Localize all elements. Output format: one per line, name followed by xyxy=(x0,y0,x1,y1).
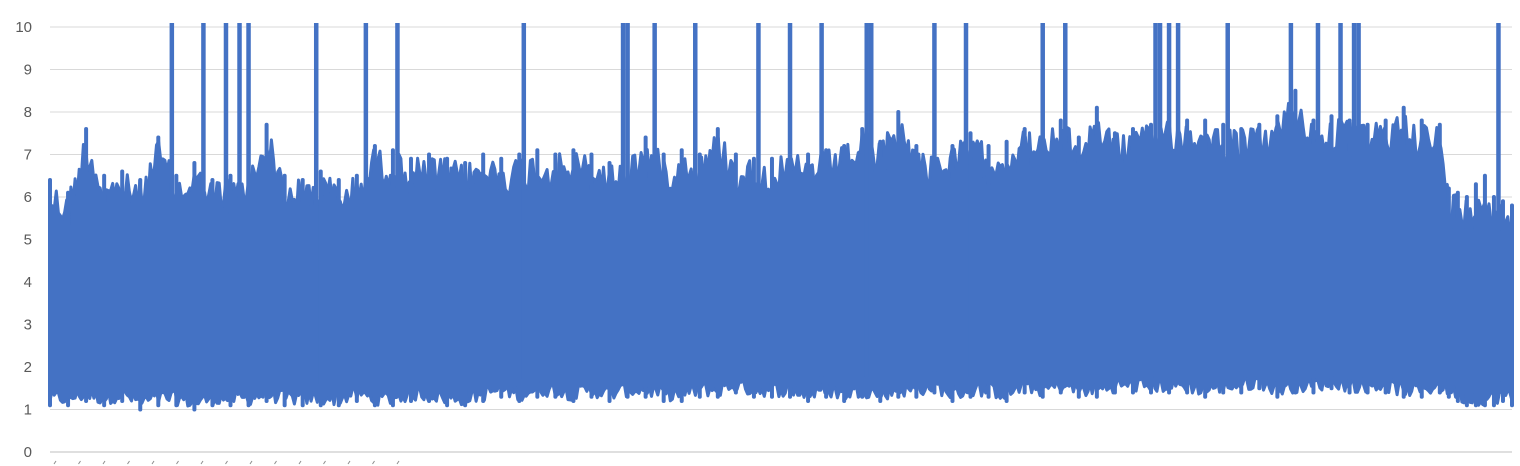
y-axis: 0 1 2 3 4 5 6 7 8 9 10 xyxy=(15,19,1512,461)
y-tick-label: 3 xyxy=(24,317,32,334)
y-tick-label: 10 xyxy=(15,19,32,36)
x-tick-mark xyxy=(347,460,351,465)
x-tick-mark xyxy=(102,460,106,465)
y-tick-label: 6 xyxy=(24,189,32,206)
x-tick-mark xyxy=(127,460,130,465)
series-area xyxy=(48,23,1514,412)
y-tick-label: 5 xyxy=(24,232,32,249)
x-tick-mark xyxy=(323,460,326,465)
x-tick-mark xyxy=(274,460,277,465)
y-tick-label: 8 xyxy=(24,104,32,121)
y-tick-label: 0 xyxy=(24,444,32,461)
y-tick-label: 9 xyxy=(24,62,32,79)
y-tick-label: 4 xyxy=(24,274,32,291)
x-tick-mark xyxy=(372,460,375,465)
x-tick-mark xyxy=(249,460,253,465)
y-tick-label: 1 xyxy=(24,402,32,419)
x-tick-mark xyxy=(396,460,400,465)
x-tick-mark xyxy=(176,460,179,465)
x-tick-mark xyxy=(53,460,57,465)
x-tick-mark xyxy=(200,460,204,465)
x-tick-mark xyxy=(78,460,81,465)
y-tick-label: 2 xyxy=(24,359,32,376)
y-tick-label: 7 xyxy=(24,147,32,164)
x-axis-ticks xyxy=(53,460,400,465)
x-tick-mark xyxy=(151,460,155,465)
x-tick-mark xyxy=(225,460,228,465)
x-tick-mark xyxy=(298,460,302,465)
